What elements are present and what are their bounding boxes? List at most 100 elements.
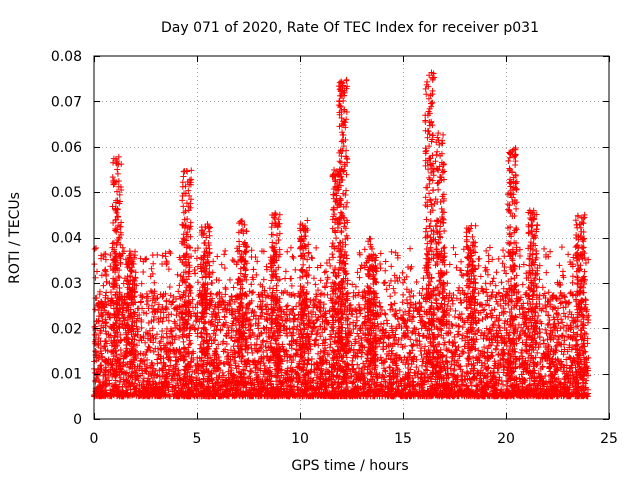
data-point bbox=[103, 289, 110, 296]
data-point bbox=[453, 322, 460, 329]
data-point bbox=[148, 302, 155, 309]
data-point bbox=[356, 325, 363, 332]
data-point bbox=[484, 349, 491, 356]
data-point bbox=[559, 319, 566, 326]
data-point bbox=[108, 362, 115, 369]
data-point bbox=[153, 295, 160, 302]
data-point bbox=[158, 333, 165, 340]
data-point bbox=[540, 337, 547, 344]
data-point bbox=[387, 293, 394, 300]
data-point bbox=[553, 310, 560, 317]
data-point bbox=[222, 286, 229, 293]
data-point bbox=[537, 341, 544, 348]
data-point bbox=[492, 345, 499, 352]
data-point bbox=[381, 310, 388, 317]
data-point bbox=[417, 348, 424, 355]
data-point bbox=[327, 341, 334, 348]
data-point bbox=[349, 357, 356, 364]
data-point bbox=[92, 327, 99, 334]
data-point bbox=[150, 348, 157, 355]
data-point bbox=[138, 324, 145, 331]
data-point bbox=[108, 295, 115, 302]
data-point bbox=[350, 379, 357, 386]
data-point bbox=[228, 334, 235, 341]
data-point bbox=[358, 353, 365, 360]
data-point bbox=[254, 322, 261, 329]
data-point bbox=[259, 338, 266, 345]
data-point bbox=[518, 346, 525, 353]
data-point bbox=[145, 343, 152, 350]
data-point bbox=[387, 364, 394, 371]
data-point bbox=[143, 290, 150, 297]
data-point bbox=[176, 346, 183, 353]
data-point bbox=[405, 365, 412, 372]
data-point bbox=[173, 312, 180, 319]
data-point bbox=[410, 314, 417, 321]
data-point bbox=[475, 327, 482, 334]
data-point bbox=[559, 361, 566, 368]
data-point bbox=[300, 374, 307, 381]
data-point bbox=[353, 322, 360, 329]
data-point bbox=[452, 307, 459, 314]
data-point bbox=[455, 322, 462, 329]
data-point bbox=[499, 347, 506, 354]
data-point bbox=[154, 360, 161, 367]
data-point bbox=[418, 352, 425, 359]
data-point bbox=[516, 334, 523, 341]
data-point bbox=[213, 291, 220, 298]
data-point bbox=[167, 292, 174, 299]
data-point bbox=[227, 335, 234, 342]
data-point bbox=[107, 361, 114, 368]
data-point bbox=[393, 379, 400, 386]
data-point bbox=[315, 342, 322, 349]
data-point bbox=[290, 306, 297, 313]
data-point bbox=[386, 363, 393, 370]
data-point bbox=[224, 349, 231, 356]
data-point bbox=[327, 344, 334, 351]
data-point bbox=[106, 334, 113, 341]
grid bbox=[94, 56, 609, 419]
data-point bbox=[407, 293, 414, 300]
data-point bbox=[380, 320, 387, 327]
data-point bbox=[545, 289, 552, 296]
data-point bbox=[223, 340, 230, 347]
data-point bbox=[399, 299, 406, 306]
data-point bbox=[446, 338, 453, 345]
data-point bbox=[262, 343, 269, 350]
data-point bbox=[163, 298, 170, 305]
data-point bbox=[117, 346, 124, 353]
data-point bbox=[422, 366, 429, 373]
data-point bbox=[255, 320, 262, 327]
data-point bbox=[478, 301, 485, 308]
data-point bbox=[383, 317, 390, 324]
data-point bbox=[560, 310, 567, 317]
data-point bbox=[283, 303, 290, 310]
data-point bbox=[92, 306, 99, 313]
data-point bbox=[444, 330, 451, 337]
data-point bbox=[137, 299, 144, 306]
data-point bbox=[197, 341, 204, 348]
data-point bbox=[326, 351, 333, 358]
data-point bbox=[102, 319, 109, 326]
data-point bbox=[255, 325, 262, 332]
data-point bbox=[422, 343, 429, 350]
data-point bbox=[490, 275, 497, 282]
data-point bbox=[451, 313, 458, 320]
data-point bbox=[404, 300, 411, 307]
data-point bbox=[470, 355, 477, 362]
data-point bbox=[488, 307, 495, 314]
data-point bbox=[219, 369, 226, 376]
data-point bbox=[518, 349, 525, 356]
data-points bbox=[91, 69, 592, 400]
data-point bbox=[545, 320, 552, 327]
data-point bbox=[468, 382, 475, 389]
data-point bbox=[217, 367, 224, 374]
data-point bbox=[160, 314, 167, 321]
data-point bbox=[543, 330, 550, 337]
data-point bbox=[176, 282, 183, 289]
data-point bbox=[495, 351, 502, 358]
data-point bbox=[540, 340, 547, 347]
data-point bbox=[165, 266, 172, 273]
data-point bbox=[355, 365, 362, 372]
